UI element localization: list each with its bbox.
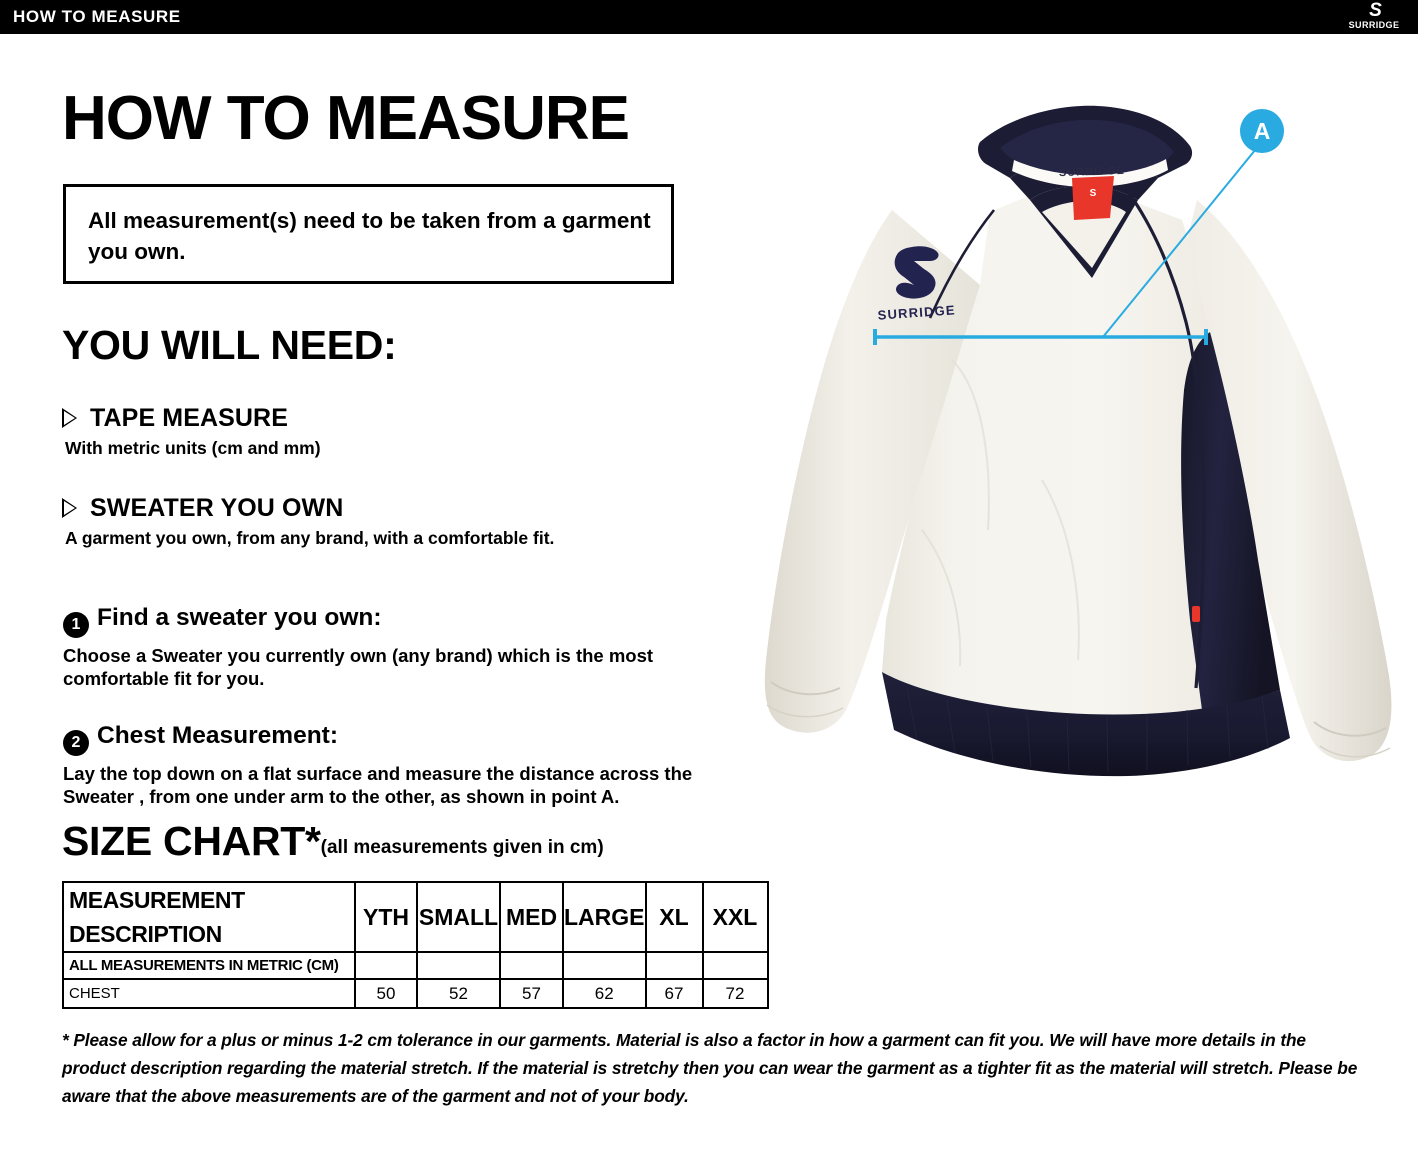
chest-measurement-callout — [873, 143, 1261, 345]
table-row-chest-xl: 67 — [644, 978, 704, 1009]
step-1-body: Choose a Sweater you currently own (any … — [63, 645, 654, 689]
need-item-sweater-sub: A garment you own, from any brand, with … — [65, 528, 555, 548]
table-row-chest-med: 57 — [499, 978, 564, 1009]
footer-disclaimer: * Please allow for a plus or minus 1-2 c… — [62, 1030, 1358, 1106]
size-chart-table: MEASUREMENT DESCRIPTION YTH SMALL MED LA… — [62, 881, 769, 1009]
table-metric-med — [499, 951, 564, 980]
notice-box: All measurement(s) need to be taken from… — [63, 184, 674, 284]
notice-text: All measurement(s) need to be taken from… — [88, 208, 651, 264]
step-2-body: Lay the top down on a flat surface and m… — [63, 763, 693, 807]
step-1: 1 Find a sweater you own: Choose a Sweate… — [63, 605, 753, 690]
chest-logo-word: SURRIDGE — [877, 302, 956, 322]
table-metric-label: ALL MEASUREMENTS IN METRIC (CM) — [62, 951, 356, 980]
triangle-bullet-icon — [62, 408, 77, 428]
table-row-chest-yth: 50 — [354, 978, 418, 1009]
surridge-logo: S SURRIDGE — [1342, 1, 1406, 33]
callout-badge-a: A — [1240, 109, 1284, 153]
top-bar: HOW TO MEASURE S SURRIDGE — [0, 0, 1418, 34]
table-header-med: MED — [499, 881, 564, 953]
neck-label-text: SURRIDGE — [1059, 165, 1125, 179]
chest-logo: SURRIDGE — [877, 246, 956, 323]
table-header-xl: XL — [644, 881, 704, 953]
left-sleeve — [764, 210, 980, 733]
step-2-number-badge: 2 — [63, 730, 89, 756]
table-metric-xxl — [701, 951, 769, 980]
step-2-head: 2 Chest Measurement: — [63, 723, 753, 756]
size-chart-heading-row: SIZE CHART*(all measurements given in cm… — [62, 820, 604, 862]
need-item-tape-measure-title: TAPE MEASURE — [90, 404, 288, 432]
table-metric-row: ALL MEASUREMENTS IN METRIC (CM) — [62, 951, 769, 980]
surridge-s-mark: S — [1369, 0, 1382, 21]
navy-side-panel — [1181, 332, 1280, 710]
table-metric-yth — [354, 951, 418, 980]
top-bar-title: HOW TO MEASURE — [13, 7, 181, 26]
table-row-chest-small: 52 — [416, 978, 501, 1009]
need-item-tape-measure-head: TAPE MEASURE — [62, 405, 321, 431]
need-item-sweater-title: SWEATER YOU OWN — [90, 494, 344, 522]
red-side-tab — [1192, 606, 1200, 622]
left-content-column: HOW TO MEASURE All measurement(s) need t… — [0, 34, 770, 1014]
table-header-large: LARGE — [562, 881, 647, 953]
surridge-wordmark: SURRIDGE — [1348, 20, 1400, 30]
table-row: CHEST 50 52 57 62 67 72 — [62, 978, 769, 1009]
piping-left — [928, 209, 996, 319]
table-metric-xl — [644, 951, 704, 980]
callout-badge-a-label: A — [1253, 118, 1271, 144]
body-panel — [882, 178, 1280, 715]
step-1-title: Find a sweater you own: — [97, 604, 382, 631]
need-item-sweater-head: SWEATER YOU OWN — [62, 495, 554, 521]
table-header-description: MEASUREMENT DESCRIPTION — [62, 881, 356, 953]
size-chart-heading: SIZE CHART* — [62, 818, 321, 864]
collar: SURRIDGE S — [978, 105, 1193, 278]
table-header-yth: YTH — [354, 881, 418, 953]
you-will-need-heading: YOU WILL NEED: — [62, 322, 397, 368]
table-metric-small — [416, 951, 501, 980]
red-care-tag — [1072, 176, 1114, 220]
need-item-tape-measure-sub: With metric units (cm and mm) — [65, 438, 321, 458]
step-2: 2 Chest Measurement: Lay the top down on … — [63, 723, 753, 808]
triangle-bullet-icon — [62, 498, 77, 518]
right-sleeve — [1174, 200, 1392, 762]
table-header-xxl: XXL — [701, 881, 769, 953]
step-2-title: Chest Measurement: — [97, 722, 338, 749]
table-row-chest-label: CHEST — [62, 978, 356, 1009]
piping-right — [1126, 191, 1206, 689]
table-header-row: MEASUREMENT DESCRIPTION YTH SMALL MED LA… — [62, 881, 769, 953]
callout-leader-line — [1102, 143, 1261, 338]
svg-text:S: S — [1090, 188, 1097, 199]
table-row-chest-large: 62 — [562, 978, 647, 1009]
table-row-chest-xxl: 72 — [701, 978, 769, 1009]
size-chart-note: (all measurements given in cm) — [320, 837, 604, 858]
step-1-head: 1 Find a sweater you own: — [63, 605, 753, 638]
garment-illustration: SURRIDGE S SURRIDGE — [742, 60, 1418, 870]
table-metric-large — [562, 951, 647, 980]
need-item-tape-measure: TAPE MEASURE With metric units (cm and m… — [62, 405, 321, 459]
table-header-small: SMALL — [416, 881, 501, 953]
page-title: HOW TO MEASURE — [62, 84, 630, 153]
sweater-graphic: SURRIDGE S SURRIDGE — [764, 105, 1392, 777]
need-item-sweater: SWEATER YOU OWN A garment you own, from … — [62, 495, 554, 549]
step-1-number-badge: 1 — [63, 612, 89, 638]
